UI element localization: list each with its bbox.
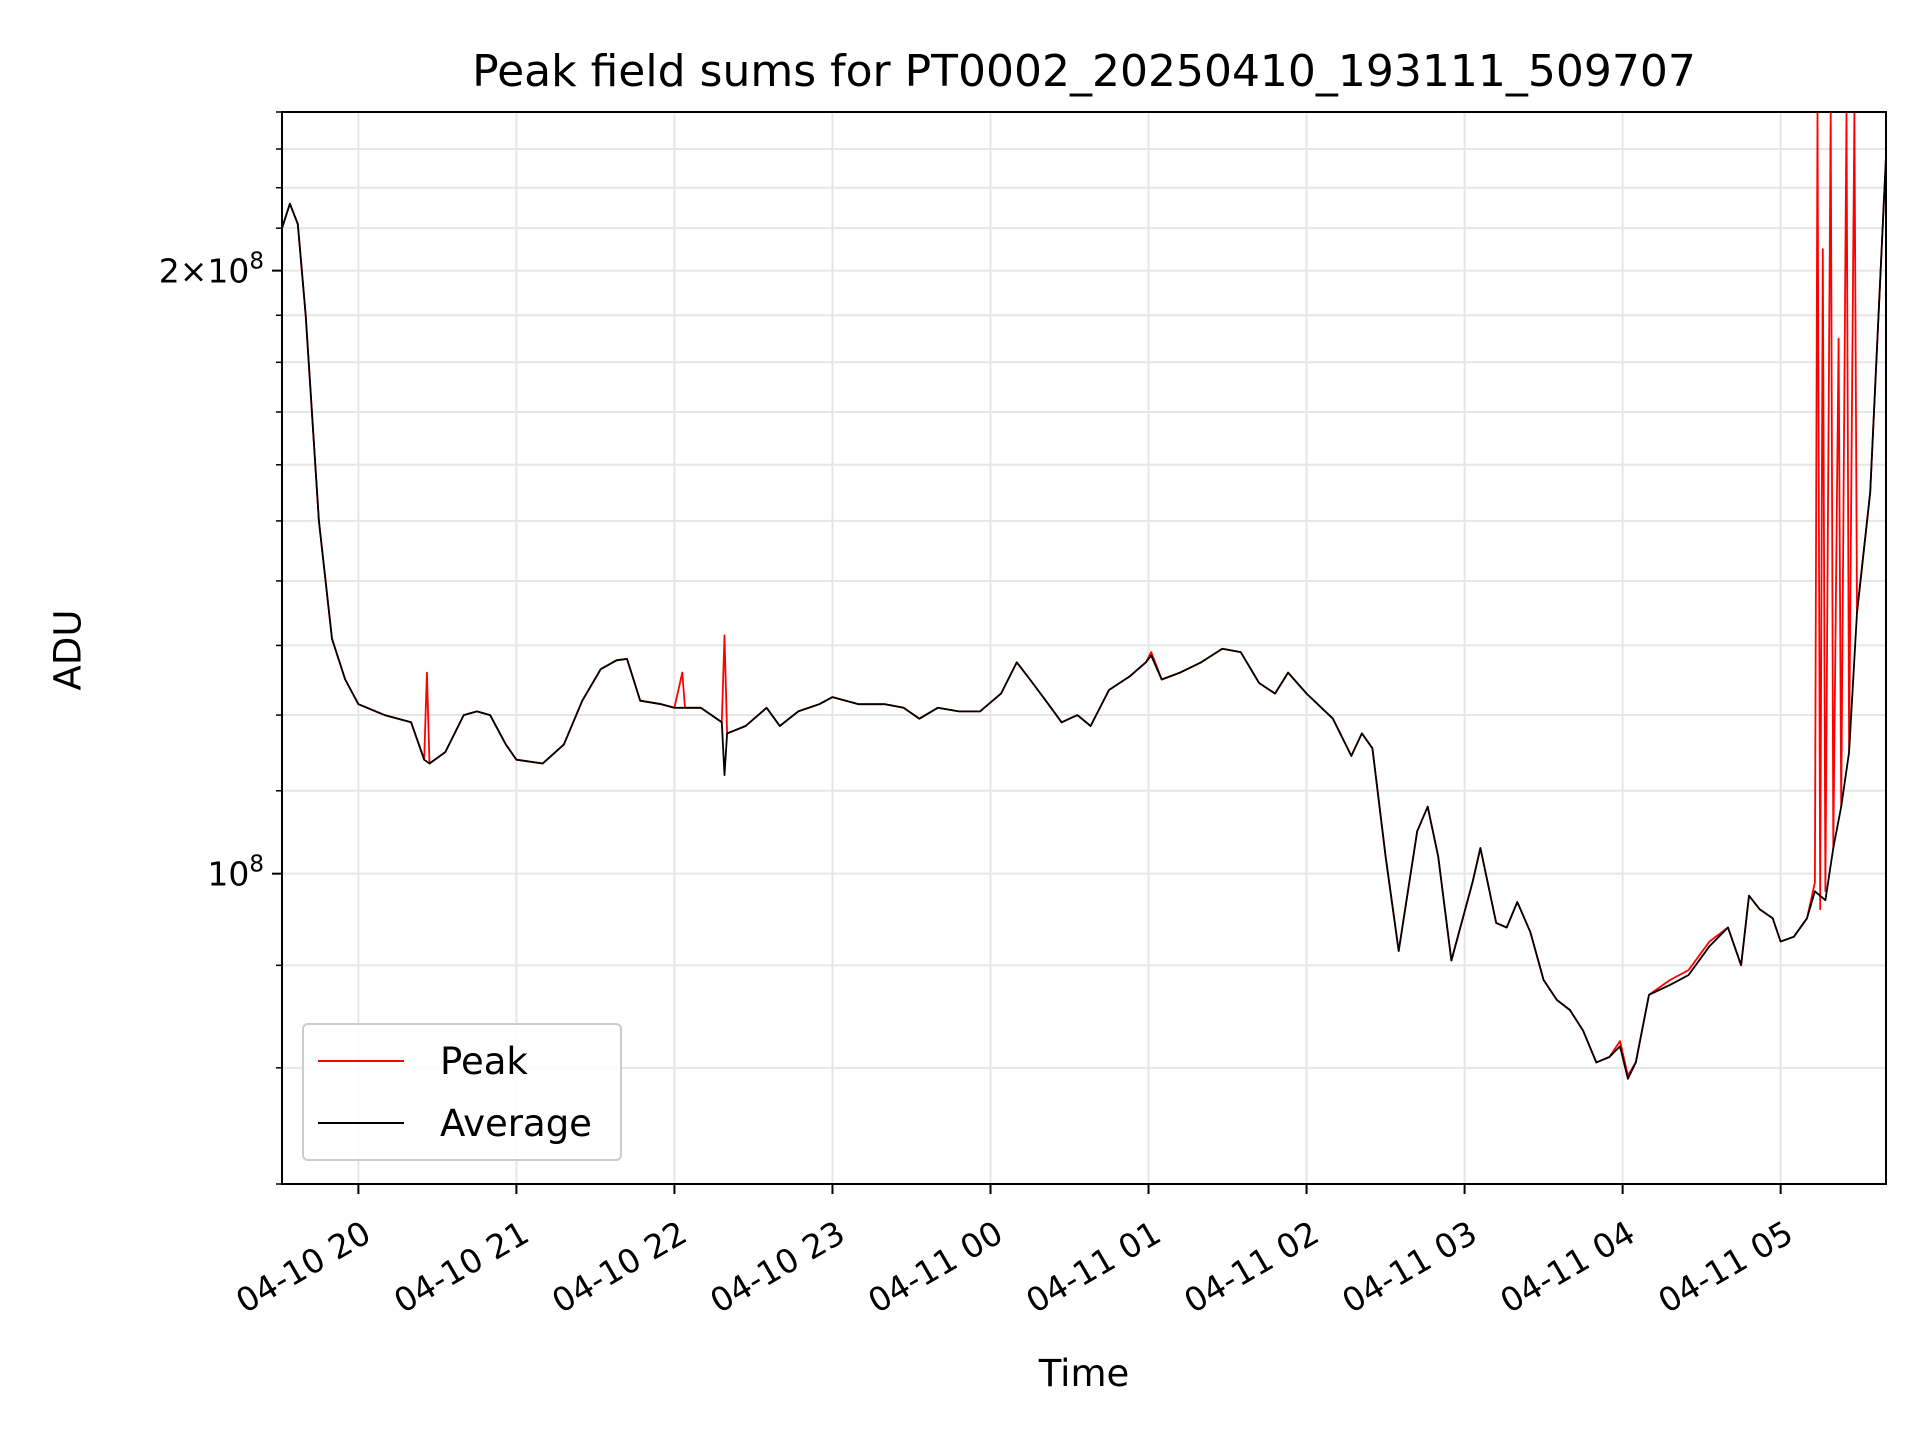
legend-label-peak: Peak — [440, 1039, 528, 1083]
x-tick-label: 04-10 23 — [703, 1213, 851, 1321]
x-tick-label: 04-11 03 — [1335, 1213, 1483, 1321]
x-tick-label: 04-11 02 — [1177, 1213, 1325, 1321]
legend-item-average: Average — [318, 1101, 592, 1145]
legend-swatch-peak — [318, 1060, 404, 1062]
x-tick-label: 04-10 20 — [229, 1213, 377, 1321]
legend-item-peak: Peak — [318, 1039, 528, 1083]
y-tick-label: 2×108 — [159, 249, 264, 291]
plot-area-frame — [281, 111, 1887, 1185]
x-tick-label: 04-11 01 — [1019, 1213, 1167, 1321]
legend: Peak Average — [302, 1023, 622, 1161]
x-axis-label: Time — [1038, 1352, 1130, 1395]
y-tick-label: 108 — [207, 852, 264, 894]
x-tick-label: 04-11 04 — [1493, 1213, 1641, 1321]
legend-swatch-average — [318, 1122, 404, 1124]
x-tick-label: 04-11 00 — [861, 1213, 1009, 1321]
x-tick-label: 04-10 21 — [387, 1213, 535, 1321]
x-tick-label: 04-10 22 — [545, 1213, 693, 1321]
series-line-average — [281, 156, 1887, 1080]
series-line-peak — [281, 111, 1887, 1077]
x-tick-label: 04-11 05 — [1652, 1213, 1800, 1321]
series-lines — [281, 111, 1887, 1080]
legend-label-average: Average — [440, 1101, 592, 1145]
y-axis-label: ADU — [46, 609, 90, 691]
chart-title: Peak field sums for PT0002_20250410_1931… — [472, 46, 1696, 97]
